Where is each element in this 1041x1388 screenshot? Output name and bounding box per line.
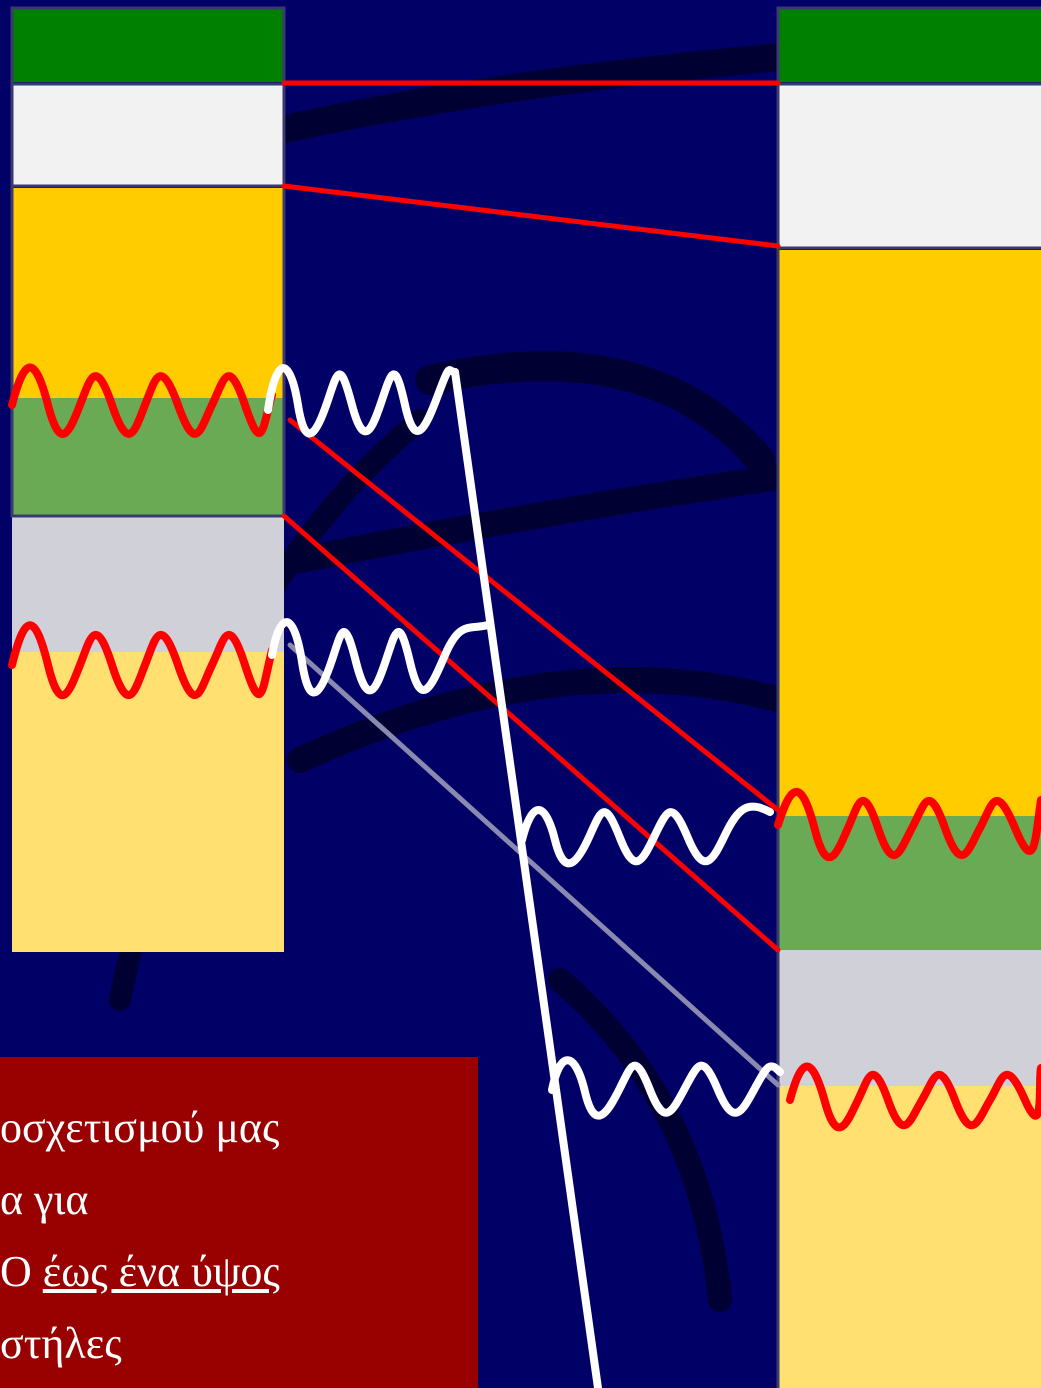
left-block-light-green (12, 398, 284, 516)
left-block-pale-yellow (12, 652, 284, 952)
white-wave-middle-1 (518, 802, 774, 868)
left-block-gold (12, 188, 284, 398)
right-block-light-gray (778, 950, 1041, 1086)
white-wave-middle-2 (548, 1056, 784, 1120)
right-column-frame (776, 6, 1041, 1388)
left-column (10, 6, 286, 952)
red-wave-left-1 (8, 363, 276, 438)
left-column-frame (10, 6, 286, 518)
red-connector-gold-end (287, 417, 781, 813)
red-wave-right-1 (774, 787, 1041, 862)
caption-line-1: οσχετισμού μας (0, 1103, 280, 1152)
right-block-dark-green (778, 8, 1041, 82)
caption-line-4: στήλες (0, 1319, 122, 1368)
red-wave-left-2 (8, 621, 276, 699)
red-connector-green-end (281, 513, 781, 953)
caption-line-3: Ο έως ένα ύψος (0, 1250, 280, 1294)
caption-line-3-prefix: Ο (0, 1247, 43, 1296)
white-wave-left-2 (268, 618, 492, 697)
caption-line-3-underlined: έως ένα ύψος (42, 1247, 280, 1296)
caption-box: οσχετισμού μας α για Ο έως ένα ύψος στήλ… (0, 1057, 478, 1388)
gray-connector-gray-end (287, 642, 781, 1088)
connector-lines (281, 80, 781, 1388)
caption-line-2: α για (0, 1175, 89, 1224)
right-block-pale-yellow (778, 1086, 1041, 1388)
red-wave-right-2 (786, 1062, 1041, 1132)
wave-lines (8, 363, 1041, 1132)
left-block-white (10, 82, 286, 188)
white-wave-left-1 (264, 364, 459, 438)
left-block-light-gray (12, 516, 284, 652)
right-block-gold (778, 250, 1041, 816)
right-block-white (776, 82, 1041, 250)
right-column (776, 6, 1041, 1388)
white-diagonal-line (451, 368, 602, 1388)
red-connector-white-block (281, 183, 781, 249)
left-block-dark-green (12, 8, 284, 82)
